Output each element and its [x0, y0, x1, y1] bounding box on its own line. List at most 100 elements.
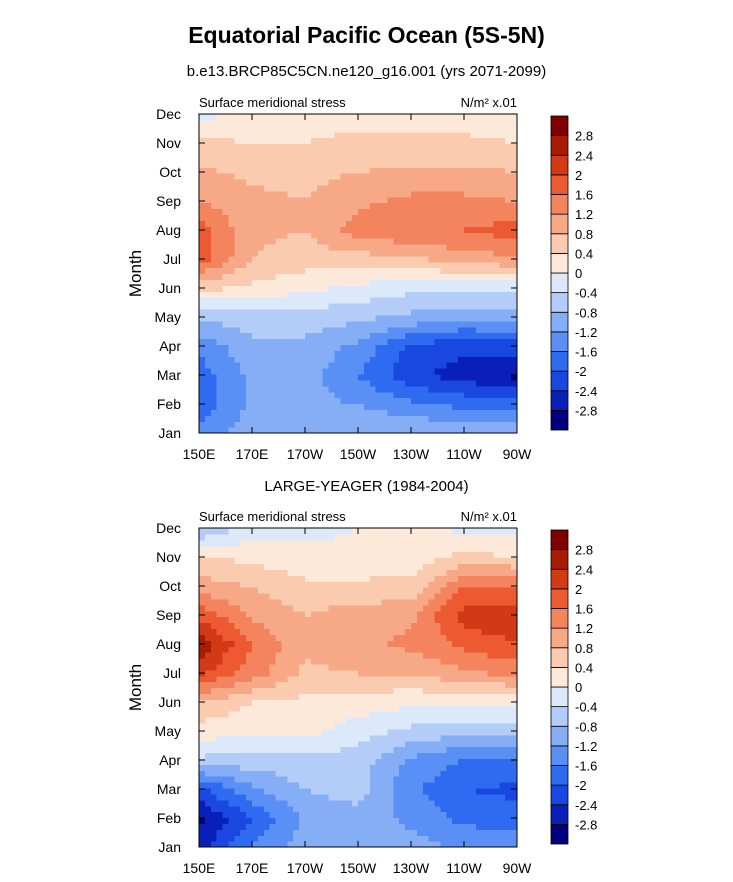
panel-2-field-cell — [352, 817, 359, 824]
panel-1-field-cell — [458, 131, 465, 139]
panel-1-field-cell — [346, 196, 353, 204]
panel-1-field-cell — [493, 285, 500, 292]
panel-1-field-cell — [322, 255, 330, 263]
panel-2-field-cell — [499, 823, 506, 830]
panel-2-field-cell — [428, 805, 436, 813]
panel-2-field-cell — [257, 829, 265, 836]
panel-1-field-cell — [487, 421, 495, 428]
panel-1-field-cell — [352, 368, 359, 375]
panel-1-field-cell — [346, 308, 353, 316]
panel-1-field-cell — [511, 314, 518, 322]
panel-2-field-cell — [246, 722, 253, 730]
panel-1-field-cell — [269, 344, 277, 351]
panel-1-field-cell — [281, 350, 288, 357]
panel-2-field-cell — [387, 829, 394, 836]
panel-2-field-cell — [293, 681, 300, 689]
panel-2-field-cell — [246, 699, 253, 706]
panel-1-field-cell — [458, 403, 465, 410]
panel-1-field-cell — [358, 397, 365, 405]
panel-1-field-cell — [293, 373, 300, 381]
panel-1-field-cell — [440, 397, 447, 405]
panel-1-field-cell — [228, 344, 235, 351]
panel-2-field-cell — [328, 693, 336, 700]
panel-1-field-cell — [305, 285, 312, 292]
panel-1-field-cell — [234, 167, 241, 174]
panel-1-field-cell — [328, 273, 336, 281]
panel-2-field-cell — [452, 687, 459, 695]
panel-2-field-cell — [252, 793, 259, 801]
panel-2-field-cell — [328, 699, 336, 706]
panel-2-field-cell — [387, 805, 394, 813]
panel-1-field-cell — [381, 332, 389, 340]
panel-2-field-cell — [293, 722, 300, 730]
panel-2-field-cell — [322, 805, 330, 813]
panel-2-field-cell — [446, 823, 453, 830]
panel-1-field-cell — [252, 344, 259, 351]
panel-2-field-cell — [446, 811, 453, 819]
panel-2-field-cell — [422, 681, 430, 689]
panel-1-field-cell — [446, 125, 453, 133]
panel-2-field-cell — [222, 628, 230, 635]
panel-1-field-cell — [287, 155, 294, 162]
panel-1-field-cell — [316, 249, 324, 257]
panel-1-field-cell — [393, 208, 400, 216]
panel-1-field-cell — [275, 196, 283, 204]
panel-1-field-cell — [352, 114, 359, 121]
panel-1-field-cell — [493, 427, 500, 434]
panel-1-field-cell — [387, 356, 394, 363]
panel-1-field-cell — [393, 161, 400, 168]
panel-2-field-cell — [340, 681, 347, 689]
panel-2-field-cell — [328, 787, 336, 795]
panel-1-field-cell — [352, 279, 359, 286]
panel-1-field-cell — [340, 362, 347, 369]
panel-1-field-cell — [493, 308, 500, 316]
panel-1-field-cell — [216, 173, 224, 180]
panel-2-field-cell — [204, 793, 212, 801]
panel-1-field-cell — [505, 308, 512, 316]
panel-2-field-cell — [204, 770, 212, 777]
panel-1-field-cell — [199, 261, 206, 269]
panel-1-field-cell — [293, 202, 300, 210]
panel-1-field-cell — [375, 190, 383, 198]
panel-1-field-cell — [422, 379, 430, 387]
panel-2-field-cell — [440, 805, 447, 813]
panel-1-field-cell — [428, 190, 436, 198]
panel-2-field-cell — [334, 669, 341, 677]
panel-1-field-cell — [475, 226, 483, 233]
panel-1-field-cell — [481, 279, 489, 286]
panel-1-field-cell — [405, 409, 412, 416]
panel-1-field-cell — [199, 196, 206, 204]
panel-1-field-cell — [393, 114, 400, 121]
panel-1-field-cell — [399, 137, 406, 145]
panel-2-field-cell — [269, 681, 277, 689]
panel-1-field-cell — [199, 332, 206, 340]
panel-1-field-cell — [228, 226, 235, 233]
panel-1-field-cell — [322, 314, 330, 322]
panel-1-field-cell — [428, 267, 436, 275]
panel-2-field-cell — [346, 758, 353, 765]
panel-1-field-cell — [487, 173, 495, 180]
panel-1-field-cell — [487, 391, 495, 399]
panel-1-field-cell — [281, 379, 288, 387]
panel-1-field-cell — [440, 385, 447, 393]
panel-1-field-cell — [316, 143, 324, 151]
panel-2-field-cell — [204, 835, 212, 842]
panel-2-field-cell — [287, 728, 294, 736]
panel-2-field-cell — [199, 628, 206, 635]
panel-2-field-cell — [405, 823, 412, 830]
panel-1-field-cell — [369, 373, 377, 381]
panel-1-field-cell — [381, 178, 389, 186]
panel-1-field-cell — [263, 368, 271, 375]
panel-1-field-cell — [375, 267, 383, 275]
panel-2-field-cell — [210, 717, 218, 724]
panel-1-field-cell — [405, 385, 412, 393]
panel-1-field-cell — [399, 249, 406, 257]
panel-1-field-cell — [393, 368, 400, 375]
panel-2-field-cell — [310, 793, 318, 801]
panel-2-field-cell — [269, 841, 277, 848]
panel-1-field-cell — [452, 373, 459, 381]
panel-1-field-cell — [328, 415, 336, 422]
panel-2-field-cell — [458, 717, 465, 724]
panel-1-field-cell — [240, 415, 247, 422]
panel-2-field-cell — [428, 829, 436, 836]
